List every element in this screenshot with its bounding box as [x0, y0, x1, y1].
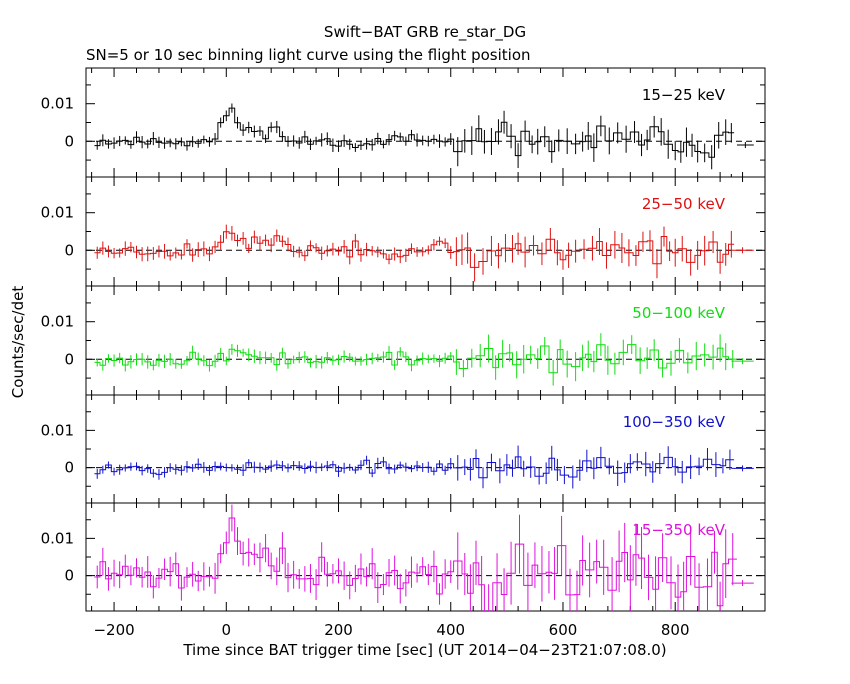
band-label: 50−100 keV: [632, 304, 725, 322]
y-tick-label: 0: [64, 241, 74, 259]
band-label: 15−25 keV: [642, 86, 726, 104]
y-axis-label: Counts/sec/det: [9, 286, 27, 399]
x-tick-label: 600: [549, 621, 578, 639]
panel-3: 0 0.01 50−100 keV: [41, 285, 766, 396]
light-curve-series: [94, 445, 754, 489]
light-curve-series: [94, 224, 754, 282]
panel-frame: [85, 285, 766, 396]
chart-title: Swift−BAT GRB re_star_DG: [324, 23, 526, 42]
y-tick-label: 0: [64, 350, 74, 368]
y-tick-label: 0.01: [41, 529, 74, 547]
step-line: [94, 517, 737, 611]
band-label: 100−350 keV: [623, 413, 726, 431]
y-tick-label: 0.01: [41, 313, 74, 331]
x-axis-label: Time since BAT trigger time [sec] (UT 20…: [182, 641, 666, 659]
panel-5: 0 0.01 15−350 keV −200 0 200 400 600 800: [41, 502, 766, 639]
x-tick-label: −200: [93, 621, 134, 639]
y-tick-label: 0.01: [41, 95, 74, 113]
x-tick-label: 400: [436, 621, 465, 639]
y-tick-label: 0: [64, 459, 74, 477]
light-curve-series: [94, 333, 754, 386]
y-tick-label: 0: [64, 132, 74, 150]
y-tick-label: 0.01: [41, 421, 74, 439]
step-line: [94, 344, 737, 374]
panel-2: 0 0.01 25−50 keV: [41, 176, 766, 287]
y-tick-label: 0.01: [41, 204, 74, 222]
chart-subtitle: SN=5 or 10 sec binning light curve using…: [86, 46, 531, 64]
step-line: [94, 231, 735, 268]
panel-4: 0 0.01 100−350 keV: [41, 394, 766, 504]
panel-frame: [85, 176, 766, 287]
band-label: 15−350 keV: [632, 521, 725, 539]
band-label: 25−50 keV: [642, 195, 726, 213]
x-tick-label: 800: [661, 621, 690, 639]
light-curve-series: [94, 103, 754, 177]
light-curve-series: [94, 504, 754, 611]
panel-1: 0 0.01 15−25 keV: [41, 67, 766, 178]
y-tick-label: 0: [64, 567, 74, 585]
x-tick-label: 0: [222, 621, 232, 639]
x-tick-label: 200: [324, 621, 353, 639]
panel-frame: [85, 394, 766, 504]
panel-frame: [85, 502, 766, 612]
step-line: [94, 107, 735, 158]
panels-group: 0 0.01 15−25 keV 0 0.01 25−50 keV 0 0.01 50−100 …: [41, 67, 766, 639]
step-line: [94, 456, 735, 479]
panel-frame: [85, 67, 766, 178]
